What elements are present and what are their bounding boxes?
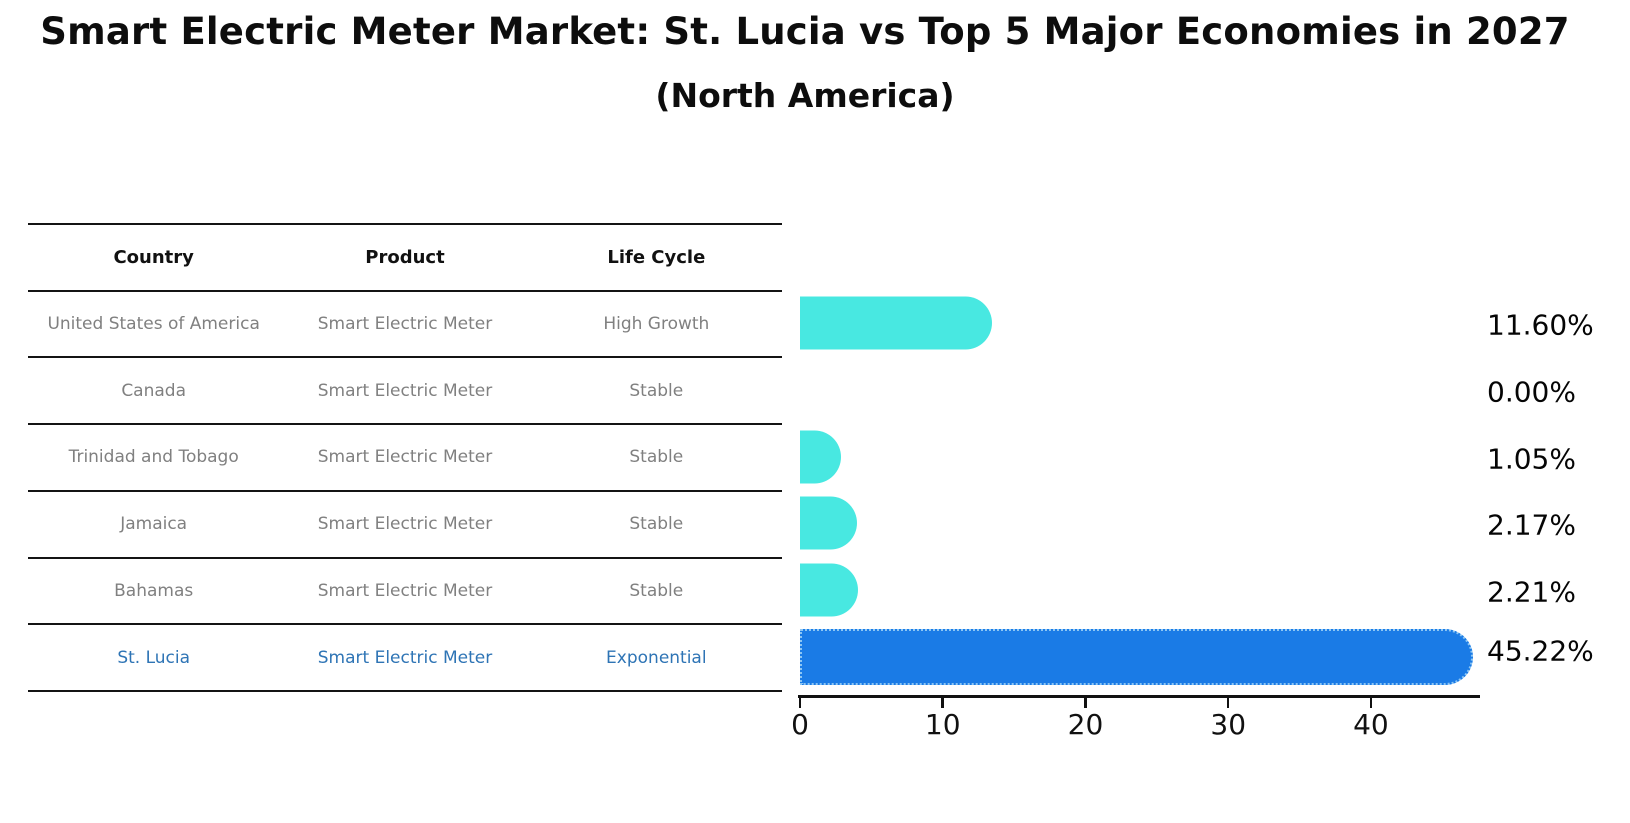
bar — [800, 496, 858, 550]
x-axis-tick — [941, 695, 944, 708]
x-axis-tick — [1369, 695, 1373, 708]
chart-title: Smart Electric Meter Market: St. Lucia v… — [40, 10, 1570, 53]
x-axis-tick — [798, 695, 802, 708]
x-axis-tick-label: 40 — [1353, 708, 1389, 741]
table-cell-life-cycle: High Growth — [603, 314, 710, 335]
table-row: Bahamas Smart Electric Meter Stable — [28, 556, 782, 624]
table-row: Trinidad and Tobago Smart Electric Meter S… — [28, 423, 782, 490]
table-row: Jamaica Smart Electric Meter Stable — [28, 489, 782, 557]
table-cell-product: Smart Electric Meter — [317, 380, 493, 401]
table-header-cell: Life Cycle — [607, 246, 706, 268]
value-label: 0.00% — [1487, 375, 1576, 409]
x-axis-line — [798, 695, 1480, 698]
table-cell-life-cycle: Stable — [629, 380, 684, 401]
value-label: 1.05% — [1487, 442, 1576, 476]
table-header-cell: Country — [113, 246, 194, 268]
table-cell-product: Smart Electric Meter — [317, 580, 493, 601]
bar — [800, 296, 993, 350]
table-cell-country: Canada — [121, 380, 187, 401]
bar-highlight — [800, 628, 1474, 685]
x-axis-tick-label: 0 — [791, 708, 809, 741]
value-label: 45.22% — [1487, 634, 1594, 668]
table-cell-country: Jamaica — [120, 514, 188, 535]
chart-subtitle: (North America) — [655, 76, 955, 115]
table-cell-life-cycle: Stable — [629, 580, 684, 601]
country-table: Country Product Life Cycle United States o… — [28, 223, 782, 692]
x-axis-tick — [1226, 695, 1230, 708]
x-axis-tick-label: 20 — [1067, 708, 1104, 741]
value-label: 2.21% — [1487, 575, 1576, 609]
table-cell-product: Smart Electric Meter — [317, 647, 493, 668]
table-cell-life-cycle: Stable — [629, 514, 684, 535]
bar — [800, 430, 842, 484]
table-body: United States of America Smart Electric M… — [28, 289, 782, 690]
table-row: St. Lucia Smart Electric Meter Exponential — [28, 623, 782, 690]
x-axis-tick — [1084, 695, 1087, 708]
table-cell-country: Bahamas — [114, 580, 194, 601]
table-cell-product: Smart Electric Meter — [317, 514, 493, 535]
table-cell-product: Smart Electric Meter — [317, 447, 493, 468]
x-axis-tick-label: 30 — [1210, 708, 1247, 741]
table-cell-country: United States of America — [47, 314, 260, 335]
table-cell-life-cycle: Stable — [629, 447, 684, 468]
value-label: 2.17% — [1487, 508, 1576, 542]
table-cell-life-cycle: Exponential — [606, 647, 707, 668]
table-cell-country: St. Lucia — [117, 647, 191, 668]
table-header-cell: Product — [365, 246, 445, 268]
table-cell-product: Smart Electric Meter — [317, 314, 493, 335]
bar — [800, 563, 859, 617]
table-header-row: Country Product Life Cycle — [28, 223, 782, 290]
table-cell-country: Trinidad and Tobago — [68, 447, 239, 468]
table-row: United States of America Smart Electric M… — [28, 289, 782, 357]
value-label: 11.60% — [1487, 308, 1594, 342]
table-row: Canada Smart Electric Meter Stable — [28, 356, 782, 423]
x-axis-tick-label: 10 — [924, 708, 961, 741]
